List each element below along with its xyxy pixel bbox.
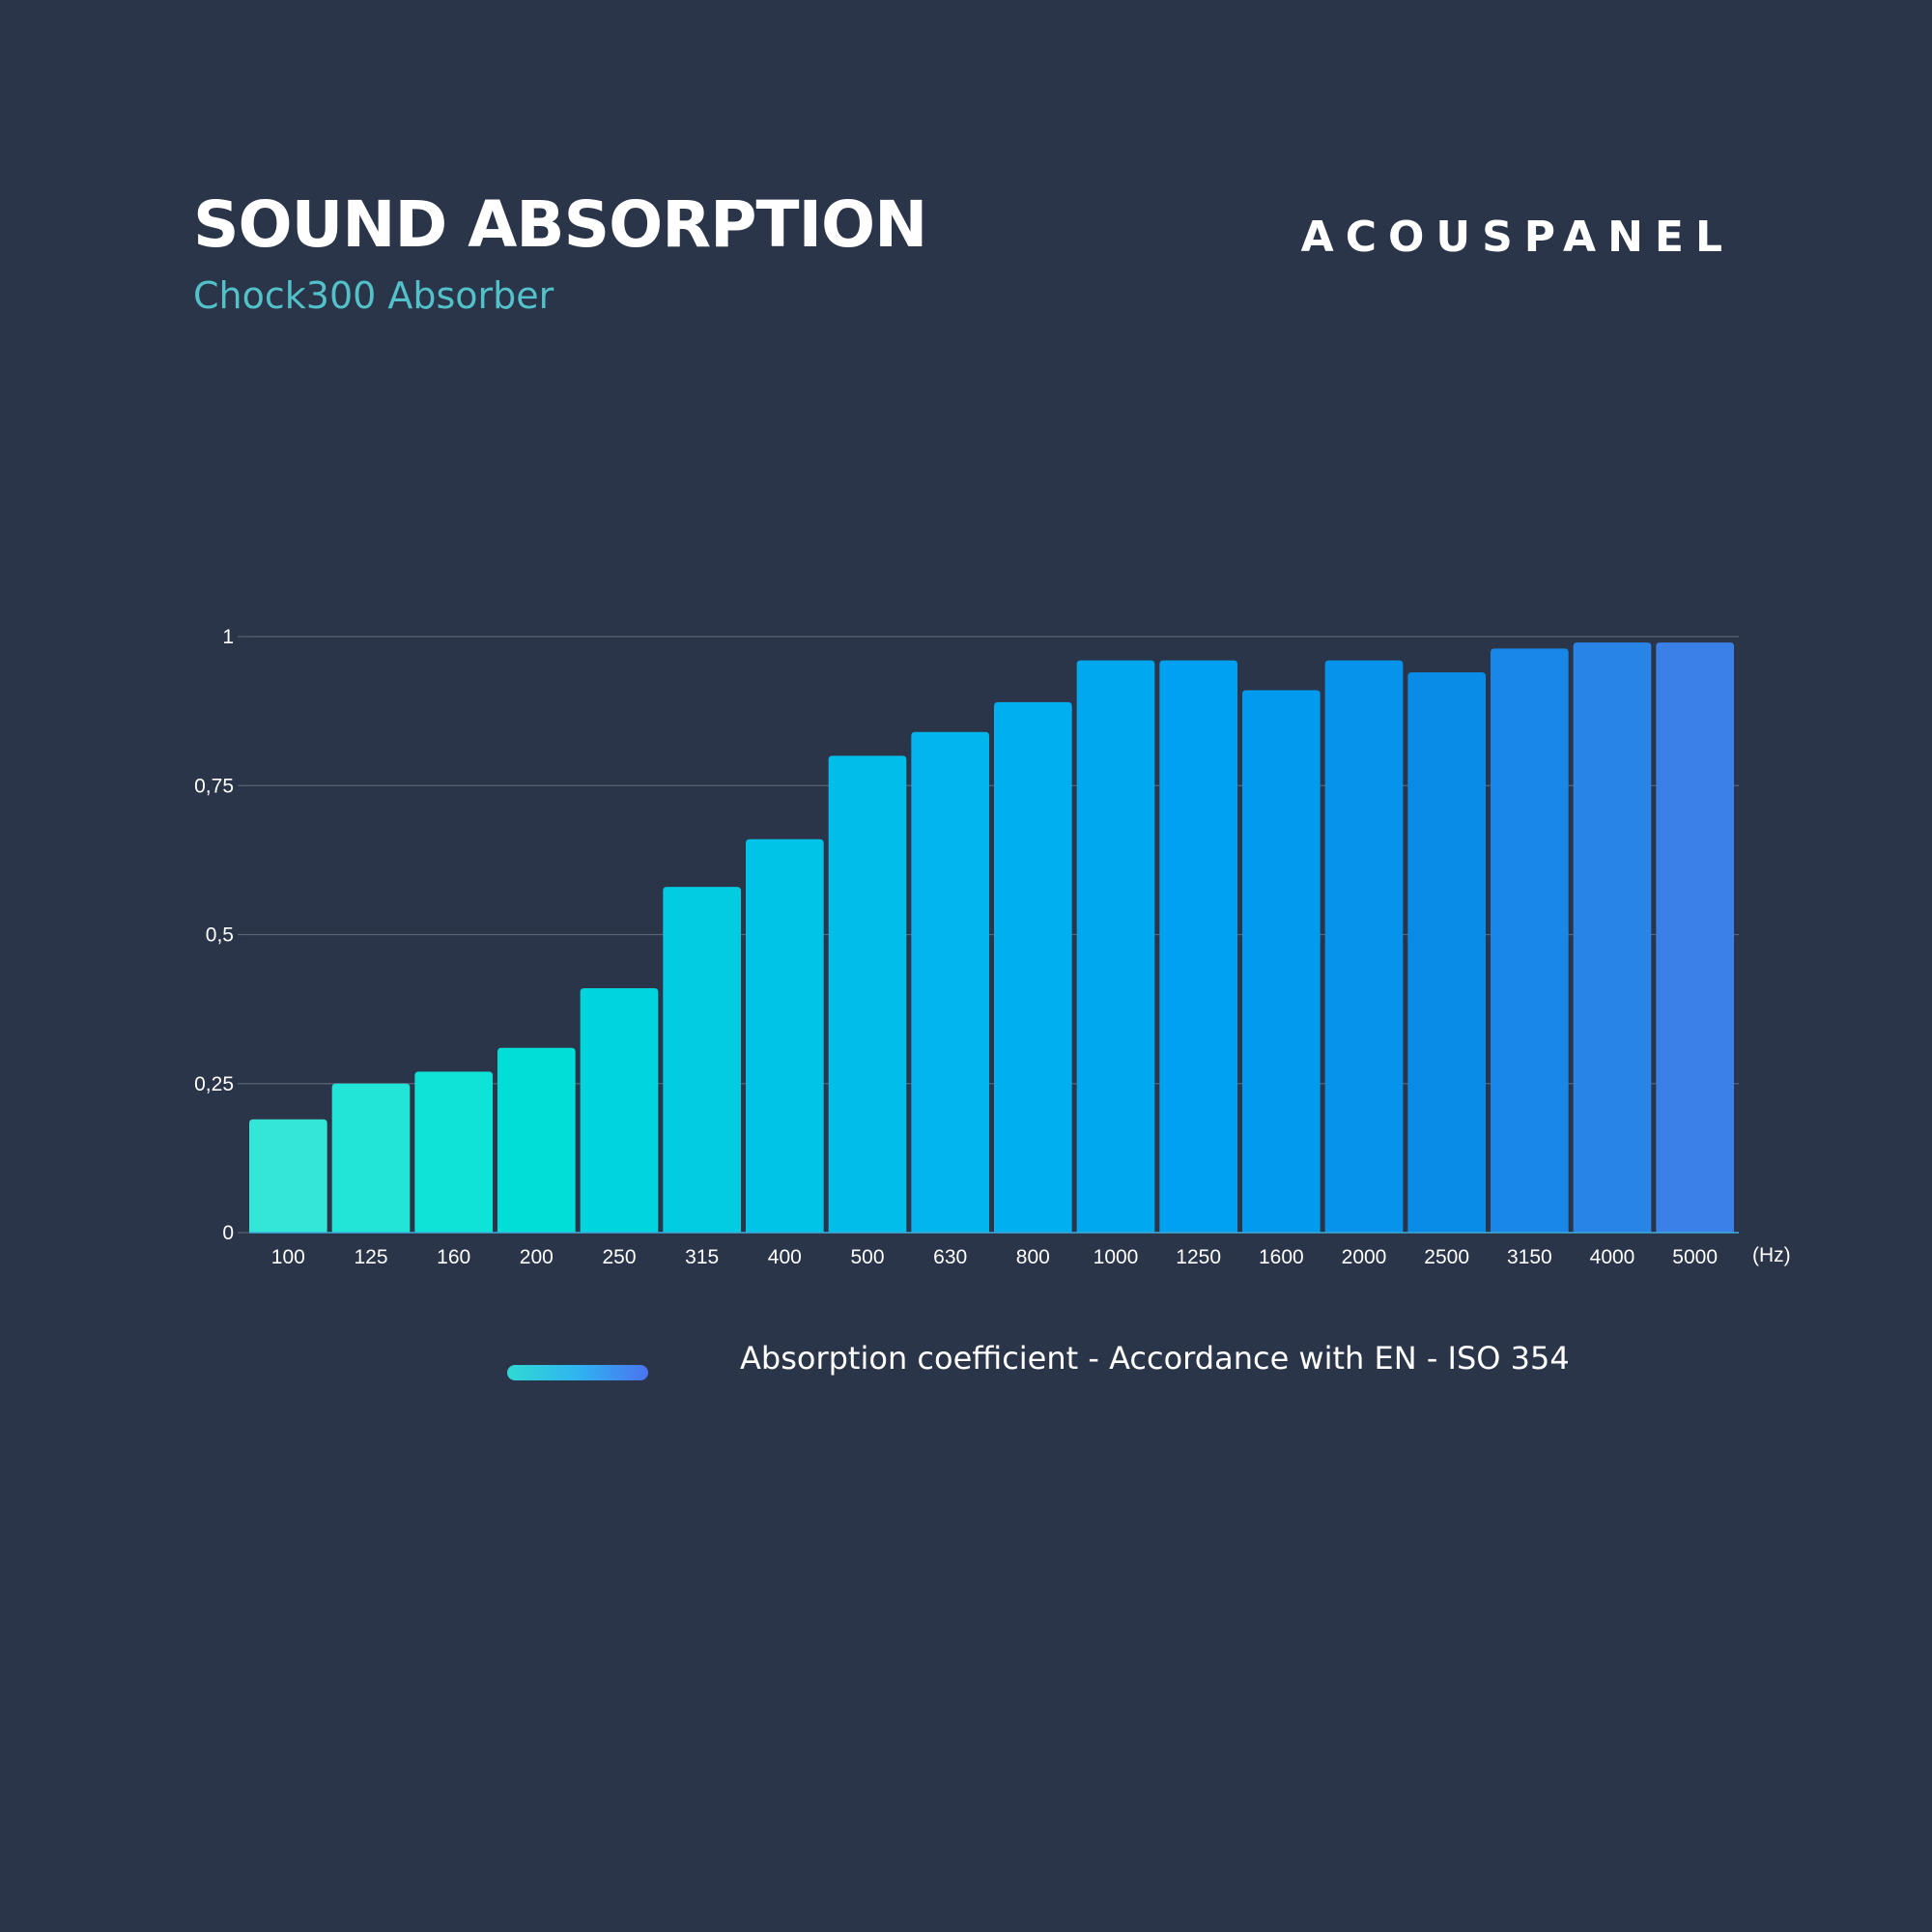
bar-125 xyxy=(331,1083,411,1233)
x-tick-label: 630 xyxy=(933,1246,967,1268)
bar-2500 xyxy=(1407,672,1486,1233)
bar-3150 xyxy=(1491,648,1569,1233)
bar-100 xyxy=(249,1119,327,1233)
x-tick-label: 400 xyxy=(768,1246,802,1268)
x-tick-label: 100 xyxy=(271,1246,305,1268)
x-tick-label: 2500 xyxy=(1424,1246,1469,1268)
bar-800 xyxy=(994,701,1072,1233)
bar-400 xyxy=(746,838,824,1233)
bar-500 xyxy=(828,755,907,1233)
y-tick-label: 0,5 xyxy=(206,924,234,947)
bar-2000 xyxy=(1324,660,1404,1233)
page-subtitle: Chock300 Absorber xyxy=(193,274,554,317)
x-tick-label: 2000 xyxy=(1342,1246,1387,1268)
y-tick-label: 0 xyxy=(222,1222,234,1244)
x-axis: 100 125 160 200 250 315 400 500 630 800 1000 1250 16… xyxy=(249,1232,1739,1268)
x-tick-label: 4000 xyxy=(1590,1246,1635,1268)
legend: Absorption coefficient - Accordance with… xyxy=(507,1339,1666,1397)
y-tick-label: 0,75 xyxy=(194,775,234,797)
x-tick-label: 125 xyxy=(354,1246,387,1268)
x-axis-unit-label: (Hz) xyxy=(1752,1244,1791,1266)
bar-1600 xyxy=(1242,690,1321,1233)
x-tick-label: 1250 xyxy=(1176,1246,1221,1268)
bar-1250 xyxy=(1159,660,1237,1233)
x-tick-label: 250 xyxy=(602,1246,636,1268)
y-tick-label: 0,25 xyxy=(194,1073,234,1095)
bar-5000 xyxy=(1656,642,1734,1233)
x-tick-label: 1600 xyxy=(1259,1246,1304,1268)
bars xyxy=(249,642,1734,1233)
x-tick-label: 200 xyxy=(520,1246,554,1268)
legend-label: Absorption coefficient - Accordance with… xyxy=(740,1340,1570,1377)
bar-4000 xyxy=(1573,642,1652,1233)
bar-160 xyxy=(414,1071,493,1233)
bar-315 xyxy=(663,887,741,1233)
x-tick-label: 800 xyxy=(1016,1246,1050,1268)
x-tick-label: 500 xyxy=(850,1246,884,1268)
y-axis: 0 0,25 0,5 0,75 1 xyxy=(194,626,249,1244)
x-tick-label: 3150 xyxy=(1507,1246,1552,1268)
brand-logo: ACOUSPANEL xyxy=(1300,213,1734,262)
page-title: SOUND ABSORPTION xyxy=(193,187,927,262)
bar-1000 xyxy=(1076,660,1155,1233)
legend-swatch xyxy=(507,1365,648,1380)
bar-200 xyxy=(497,1047,576,1233)
x-tick-label: 1000 xyxy=(1094,1246,1139,1268)
x-tick-label: 160 xyxy=(437,1246,470,1268)
y-tick-label: 1 xyxy=(222,626,234,648)
bar-250 xyxy=(580,988,659,1233)
x-tick-label: 315 xyxy=(685,1246,719,1268)
bar-630 xyxy=(911,731,989,1233)
x-tick-label: 5000 xyxy=(1672,1246,1718,1268)
